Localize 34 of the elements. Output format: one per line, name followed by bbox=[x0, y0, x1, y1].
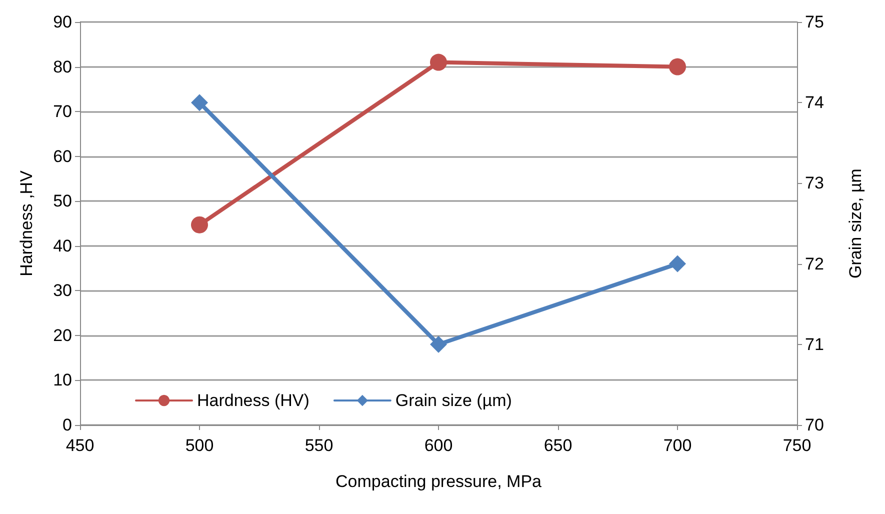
y-tick-label: 90 bbox=[53, 12, 72, 32]
y-tick-label: 50 bbox=[53, 192, 72, 211]
x-tick-label: 500 bbox=[185, 436, 214, 455]
y-tick-label: 30 bbox=[53, 281, 72, 300]
y-tick-label: 80 bbox=[53, 57, 72, 76]
y-tick-label: 10 bbox=[53, 370, 72, 390]
y2-tick-label: 73 bbox=[805, 174, 824, 193]
y-tick-label: 60 bbox=[53, 146, 72, 166]
x-axis-title: Compacting pressure, MPa bbox=[336, 472, 542, 491]
y2-tick-label: 72 bbox=[805, 254, 824, 274]
x-tick-label: 650 bbox=[544, 436, 572, 455]
point bbox=[430, 54, 447, 71]
y-tick-label: 70 bbox=[53, 102, 72, 122]
y-tick-label: 20 bbox=[53, 326, 72, 345]
point bbox=[191, 216, 208, 234]
legend-label: Grain size (µm) bbox=[395, 391, 512, 410]
y-tick-label: 40 bbox=[53, 236, 72, 256]
legend-label: Hardness (HV) bbox=[197, 391, 310, 410]
point bbox=[191, 94, 208, 112]
x-tick-label: 600 bbox=[424, 436, 453, 455]
y2-tick-label: 71 bbox=[805, 334, 824, 354]
y2-tick-label: 75 bbox=[805, 12, 824, 32]
x-tick-label: 550 bbox=[304, 436, 334, 455]
y-axis-title: Hardness ,HV bbox=[17, 170, 36, 276]
y2-tick-label: 74 bbox=[805, 93, 824, 112]
point bbox=[669, 255, 686, 272]
y-tick-label: 0 bbox=[62, 416, 72, 434]
x-tick-label: 700 bbox=[663, 436, 692, 455]
point bbox=[430, 336, 447, 353]
y2-axis-title: Grain size, µm bbox=[846, 168, 865, 278]
x-tick-label: 750 bbox=[782, 436, 812, 455]
point bbox=[669, 58, 686, 76]
x-tick-label: 450 bbox=[66, 436, 94, 455]
y2-tick-label: 70 bbox=[805, 416, 824, 434]
